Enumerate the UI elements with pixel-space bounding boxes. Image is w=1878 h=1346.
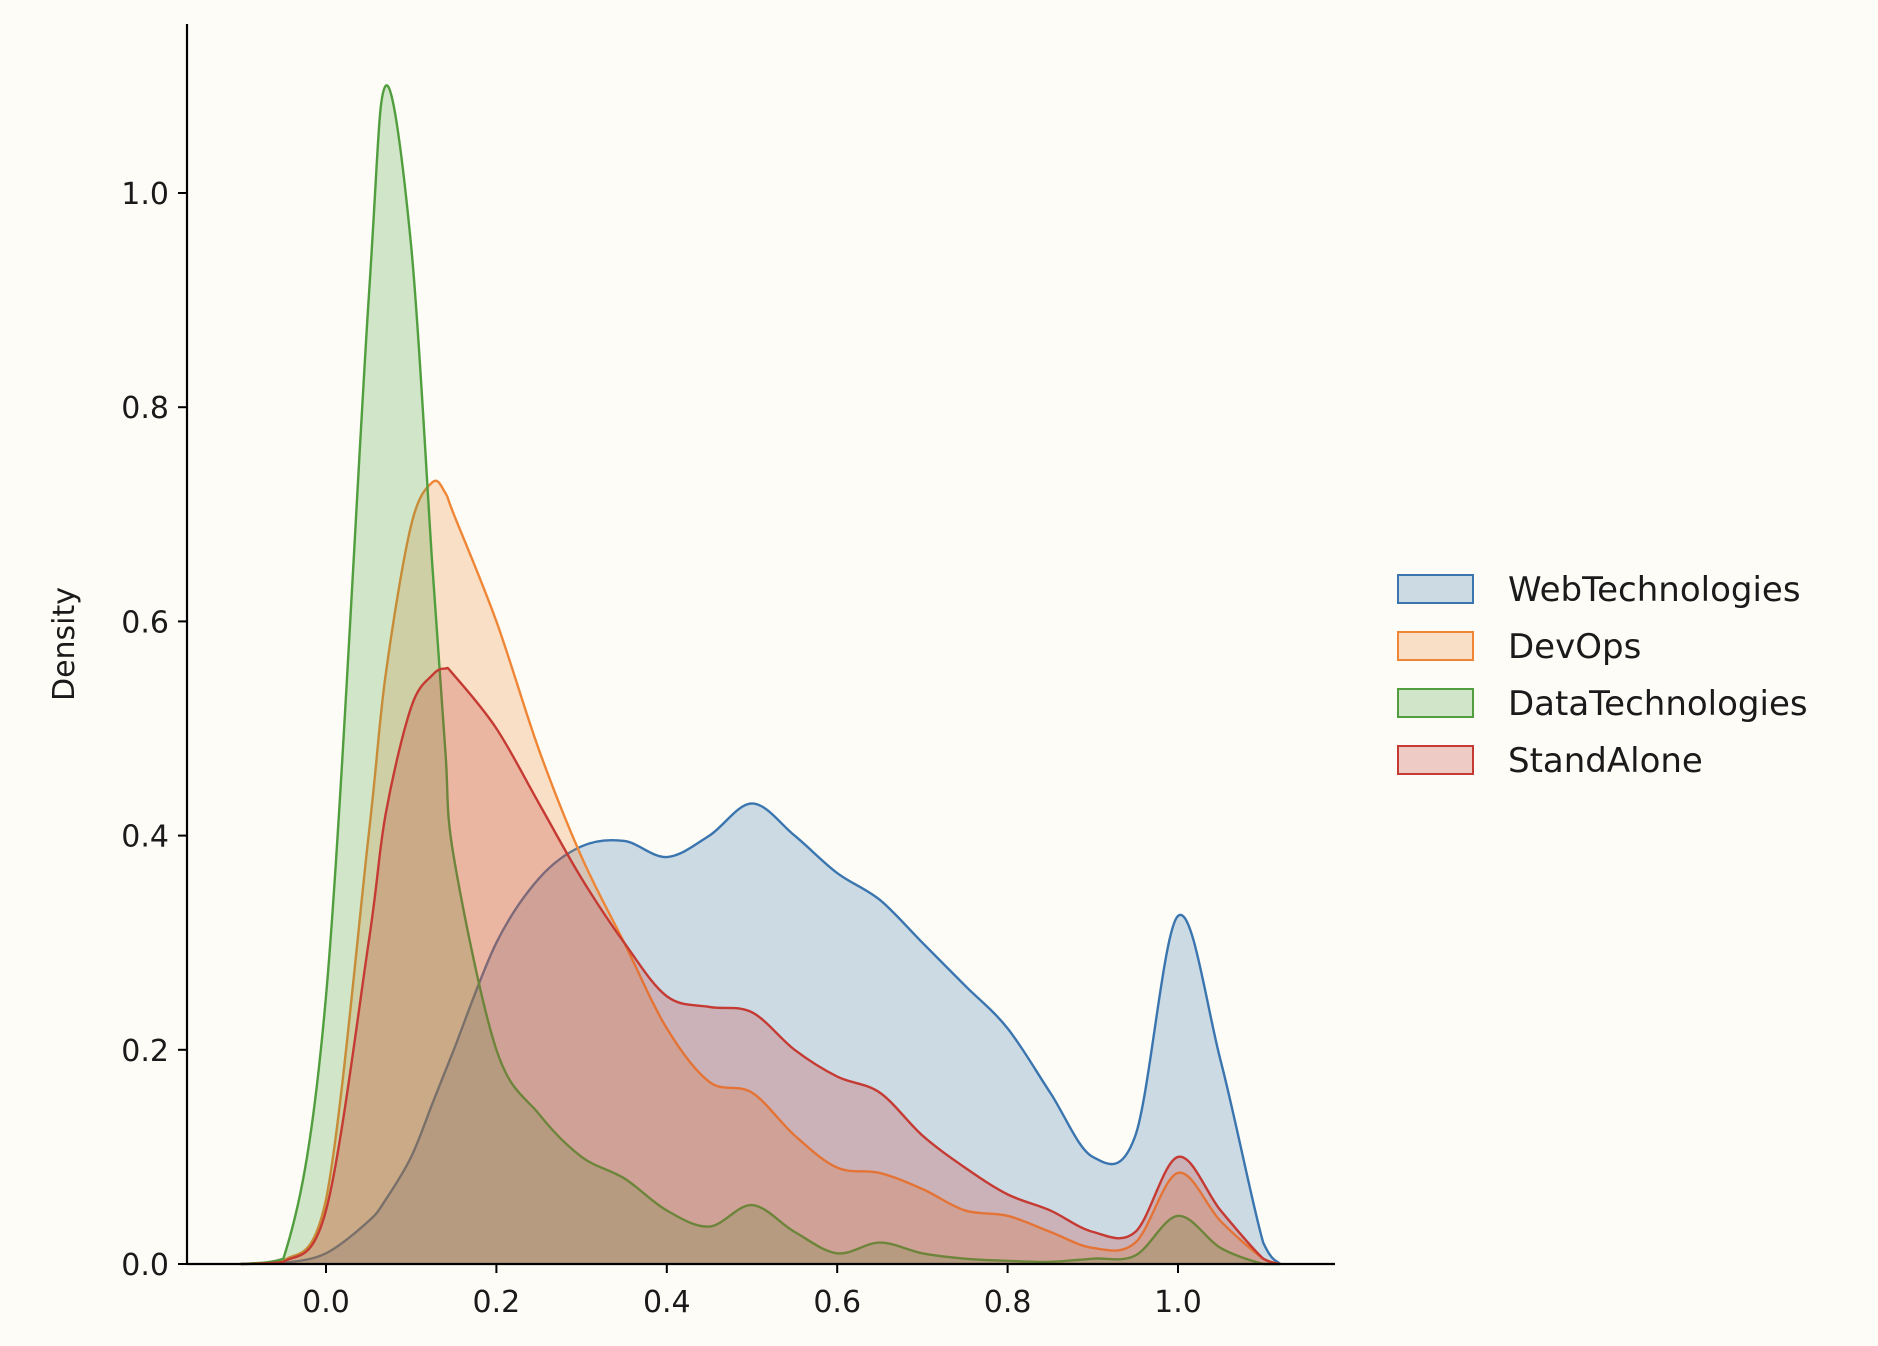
y-tick-label: 0.6 — [121, 605, 169, 640]
legend-swatch — [1397, 745, 1474, 775]
density-area-webtechnologies — [240, 803, 1281, 1264]
y-tick-label: 0.0 — [121, 1248, 169, 1283]
density-areas — [240, 84, 1282, 1266]
density-line-datatechnologies — [240, 84, 1281, 1266]
legend-swatch — [1397, 688, 1474, 718]
legend-swatch — [1397, 574, 1474, 604]
legend: WebTechnologies DevOps DataTechnologies Sta… — [1397, 570, 1808, 781]
legend-item-devops: DevOps — [1397, 627, 1641, 667]
legend-label: WebTechnologies — [1508, 570, 1801, 610]
x-tick-label: 1.0 — [1154, 1285, 1202, 1320]
y-axis-label: Density — [47, 587, 82, 701]
density-area-devops — [240, 480, 1281, 1264]
y-tick-label: 0.4 — [121, 820, 169, 855]
legend-label: DevOps — [1508, 627, 1641, 667]
legend-item-webtechnologies: WebTechnologies — [1397, 570, 1801, 610]
y-tick-label: 0.8 — [121, 391, 169, 426]
legend-swatch — [1397, 631, 1474, 661]
x-tick-label: 0.2 — [473, 1285, 521, 1320]
y-tick-label: 1.0 — [121, 177, 169, 212]
density-area-standalone — [240, 667, 1281, 1264]
y-tick-label: 0.2 — [121, 1034, 169, 1069]
legend-label: StandAlone — [1508, 741, 1703, 781]
x-tick-label: 0.8 — [984, 1285, 1032, 1320]
x-tick-label: 0.6 — [813, 1285, 861, 1320]
x-tick-label: 0.4 — [643, 1285, 691, 1320]
legend-label: DataTechnologies — [1508, 684, 1808, 724]
legend-item-standalone: StandAlone — [1397, 741, 1703, 781]
axes: 0.0 0.2 0.4 0.6 0.8 1.0 0.0 0.2 0.4 0.6 0.8 1.0 Dens… — [47, 24, 1335, 1320]
x-tick-label: 0.0 — [302, 1285, 350, 1320]
legend-item-datatechnologies: DataTechnologies — [1397, 684, 1808, 724]
density-line-devops — [240, 479, 1281, 1266]
density-line-webtechnologies — [240, 802, 1282, 1266]
density-line-standalone — [240, 666, 1281, 1266]
density-area-datatechnologies — [240, 85, 1281, 1265]
